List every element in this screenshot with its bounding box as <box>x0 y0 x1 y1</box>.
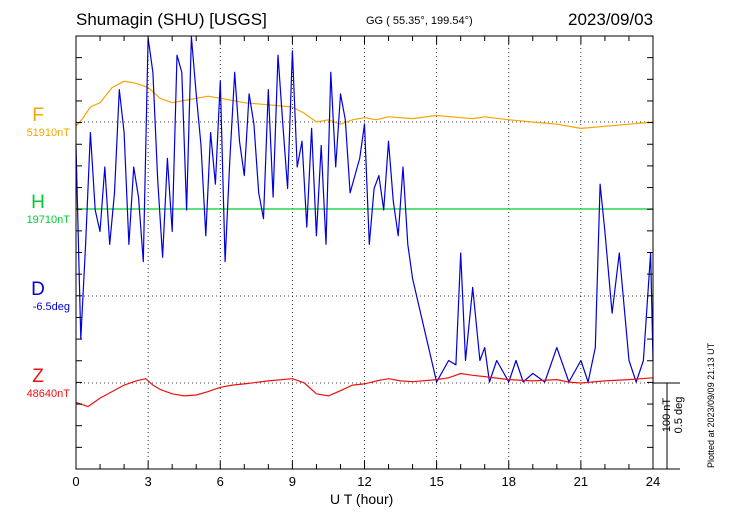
station-title: Shumagin (SHU) [USGS] <box>76 10 267 29</box>
component-name: D <box>31 279 45 300</box>
scale-nt-label: 100 nT <box>661 397 673 433</box>
x-tick-label: 12 <box>357 474 371 489</box>
component-label-D: D -6.5deg <box>6 279 70 313</box>
x-tick-label: 3 <box>145 474 152 489</box>
series-layer <box>75 36 654 408</box>
series-F-line <box>75 80 654 129</box>
x-tick-label: 18 <box>502 474 516 489</box>
component-label-H: H 19710nT <box>6 192 70 226</box>
component-baseline: 48640nT <box>26 388 70 400</box>
x-tick-label: 24 <box>646 474 660 489</box>
scale-deg-label: 0.5 deg <box>673 396 685 434</box>
x-tick-label: 15 <box>429 474 443 489</box>
date-label: 2023/09/03 <box>568 10 654 29</box>
plotted-timestamp: Plotted at 2023/09/09 21:13 UT <box>706 342 716 468</box>
scale-bar <box>653 382 680 470</box>
x-tick-label: 21 <box>574 474 588 489</box>
component-baseline: 19710nT <box>26 214 70 226</box>
geographic-coords: GG ( 55.35°, 199.54°) <box>366 15 473 27</box>
x-tick-label: 6 <box>217 474 224 489</box>
component-name: F <box>32 105 44 126</box>
component-name: Z <box>32 366 44 387</box>
x-tick-label: 0 <box>72 474 79 489</box>
series-D-line <box>75 36 654 383</box>
component-baseline: -6.5deg <box>32 301 70 313</box>
component-name: H <box>31 192 45 213</box>
component-label-F: F 51910nT <box>6 105 70 139</box>
component-baseline: 51910nT <box>26 127 70 139</box>
axis-ticks: 0 3 6 9 12 15 18 21 24 <box>72 35 660 489</box>
component-label-Z: Z 48640nT <box>6 366 70 400</box>
x-tick-label: 9 <box>289 474 296 489</box>
x-axis-label: U T (hour) <box>330 491 394 507</box>
scale-label: 100 nT 0.5 deg <box>661 375 685 455</box>
series-Z-line <box>75 372 654 408</box>
